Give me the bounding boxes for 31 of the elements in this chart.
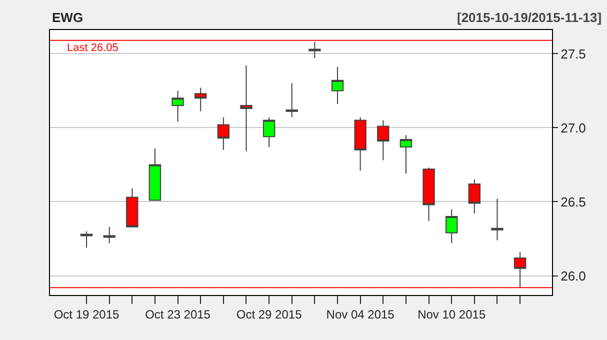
ref-line-label: Last 26.05 [67, 42, 118, 54]
y-tick-label: 27.0 [560, 120, 586, 136]
candlestick [148, 148, 162, 201]
candlestick [240, 65, 252, 152]
candlestick [262, 116, 276, 148]
candlestick [422, 167, 435, 222]
x-tick-label: Nov 04 2015 [326, 307, 395, 322]
x-tick-label: Nov 10 2015 [418, 307, 486, 322]
candlestick [172, 90, 184, 122]
candlestick [331, 66, 344, 105]
candlestick [491, 198, 504, 241]
candlestick [126, 188, 138, 228]
y-tick-label: 26.0 [560, 268, 586, 284]
x-tick-label: Oct 29 2015 [236, 307, 302, 322]
candlestick [468, 179, 481, 214]
candlestick [217, 116, 230, 150]
chart-title: EWG [52, 10, 84, 25]
candlestick [377, 120, 390, 161]
candlestick [400, 134, 412, 174]
x-tick-label: Oct 19 2015 [54, 307, 120, 322]
y-tick-label: 27.5 [560, 46, 586, 62]
candlestick [446, 208, 458, 244]
candlestick [286, 82, 298, 118]
candlestick [103, 226, 116, 244]
chart-subtitle: [2015-10-19/2015-11-13] [457, 10, 602, 25]
candlestick [308, 41, 321, 59]
candlestick [354, 116, 366, 172]
candlestick [80, 230, 93, 248]
candlestick [194, 87, 207, 112]
x-tick-label: Oct 23 2015 [145, 307, 211, 322]
y-tick-label: 26.5 [560, 194, 586, 210]
